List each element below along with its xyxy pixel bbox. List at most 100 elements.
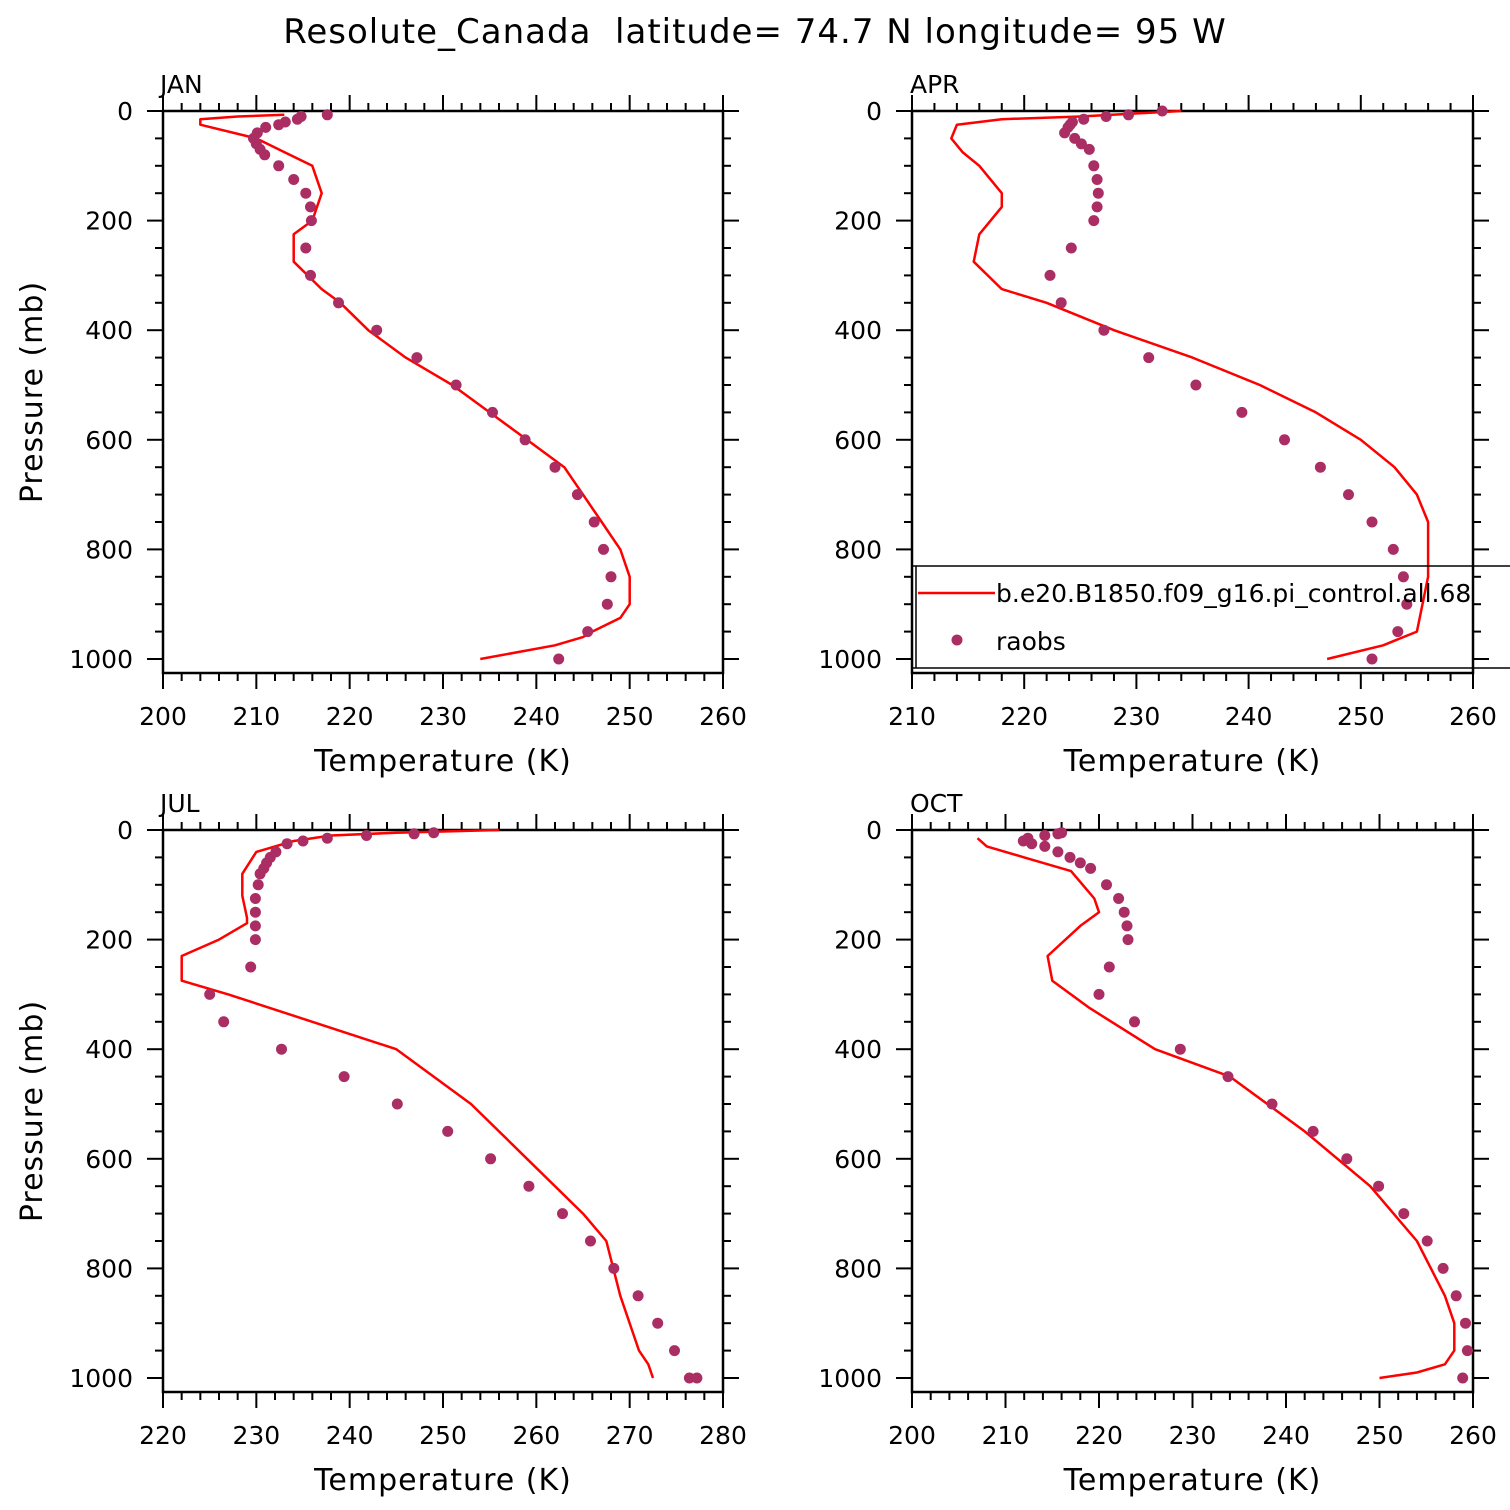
panel-label: APR xyxy=(910,70,960,99)
raobs-point xyxy=(1083,143,1095,155)
raobs-point xyxy=(450,379,462,391)
plot-frame xyxy=(910,109,1475,675)
raobs-point xyxy=(249,920,261,932)
x-tick-label: 250 xyxy=(1356,1421,1404,1450)
panel-label: OCT xyxy=(910,789,963,818)
y-tick-label: 600 xyxy=(834,1145,882,1174)
y-tick-label: 0 xyxy=(117,816,133,845)
x-tick-label: 260 xyxy=(1449,1421,1497,1450)
y-tick-label: 200 xyxy=(834,207,882,236)
raobs-point xyxy=(1222,1071,1234,1083)
raobs-point xyxy=(1093,988,1105,1000)
raobs-point xyxy=(1366,653,1378,665)
raobs-point xyxy=(1113,893,1125,904)
y-tick-label: 400 xyxy=(834,1035,882,1064)
x-tick-label: 240 xyxy=(512,702,560,731)
y-tick-label: 1000 xyxy=(69,1364,133,1393)
raobs-point xyxy=(691,1372,703,1384)
x-axis-label: Temperature (K) xyxy=(313,744,572,779)
raobs-point xyxy=(408,828,420,840)
y-tick-label: 400 xyxy=(85,1035,133,1064)
y-tick-label: 600 xyxy=(85,1145,133,1174)
raobs-point xyxy=(1091,201,1103,213)
raobs-point xyxy=(632,1290,644,1302)
raobs-point xyxy=(1461,1345,1473,1357)
raobs-point xyxy=(553,653,565,665)
raobs-point xyxy=(249,906,261,918)
raobs-point xyxy=(218,1016,230,1028)
raobs-point xyxy=(485,1153,497,1165)
raobs-point xyxy=(321,109,333,121)
raobs-point xyxy=(1279,434,1290,446)
panel-label: JUL xyxy=(158,789,200,818)
model-series-line xyxy=(950,109,1430,661)
raobs-point xyxy=(1100,111,1112,122)
raobs-point xyxy=(1129,1016,1140,1028)
raobs-point xyxy=(608,1262,620,1274)
raobs-point xyxy=(1118,906,1130,918)
y-tick-label: 800 xyxy=(834,535,882,564)
x-tick-label: 250 xyxy=(419,1421,467,1450)
y-tick-label: 1000 xyxy=(818,1364,882,1393)
raobs-point xyxy=(305,201,316,213)
raobs-point xyxy=(571,489,583,501)
raobs-point xyxy=(260,121,272,133)
x-tick-label: 240 xyxy=(326,1421,374,1450)
raobs-point xyxy=(305,215,317,227)
x-axis-label: Temperature (K) xyxy=(1063,744,1322,779)
raobs-point xyxy=(1341,1153,1353,1165)
raobs-point xyxy=(281,838,293,850)
x-tick-label: 210 xyxy=(982,1421,1030,1450)
x-tick-label: 220 xyxy=(139,1421,187,1450)
data-layer xyxy=(180,828,655,1379)
raobs-point xyxy=(1044,269,1056,281)
raobs-point xyxy=(333,297,344,309)
x-tick-label: 230 xyxy=(1169,1421,1217,1450)
raobs-point xyxy=(549,461,561,473)
raobs-point xyxy=(1075,138,1087,150)
x-tick-label: 200 xyxy=(139,702,187,731)
y-tick-label: 800 xyxy=(85,1254,133,1283)
raobs-point xyxy=(1103,961,1115,973)
raobs-point xyxy=(1401,598,1413,610)
raobs-point xyxy=(1052,828,1064,840)
raobs-point xyxy=(585,1235,596,1247)
y-tick-label: 0 xyxy=(866,97,882,126)
raobs-point xyxy=(252,879,264,891)
raobs-point xyxy=(1190,379,1202,391)
y-tick-label: 0 xyxy=(117,97,133,126)
x-tick-label: 220 xyxy=(1000,702,1048,731)
raobs-point xyxy=(1366,516,1378,528)
raobs-point xyxy=(1398,1208,1410,1220)
x-tick-label: 280 xyxy=(699,1421,747,1450)
raobs-point xyxy=(1460,1317,1471,1329)
x-tick-label: 210 xyxy=(888,702,936,731)
raobs-point xyxy=(1174,1043,1186,1055)
raobs-point xyxy=(1121,920,1133,932)
raobs-point xyxy=(204,988,216,1000)
x-tick-label: 260 xyxy=(512,1421,560,1450)
raobs-point xyxy=(1387,543,1399,555)
y-axis-label: Pressure (mb) xyxy=(15,281,50,503)
raobs-point xyxy=(1314,461,1326,473)
raobs-point xyxy=(1457,1372,1469,1384)
raobs-point xyxy=(1039,830,1051,841)
raobs-point xyxy=(487,406,498,418)
raobs-point xyxy=(669,1345,680,1357)
raobs-point xyxy=(1055,297,1067,309)
y-tick-label: 1000 xyxy=(818,645,882,674)
y-tick-label: 200 xyxy=(834,926,882,955)
raobs-point xyxy=(1143,352,1155,364)
raobs-point xyxy=(411,352,423,364)
raobs-point xyxy=(1085,862,1097,874)
data-layer xyxy=(976,837,1456,1380)
x-tick-label: 220 xyxy=(1075,1421,1123,1450)
x-tick-label: 240 xyxy=(1225,702,1273,731)
y-axis-label: Pressure (mb) xyxy=(15,1000,50,1222)
x-tick-label: 210 xyxy=(232,702,280,731)
raobs-point xyxy=(523,1180,535,1192)
